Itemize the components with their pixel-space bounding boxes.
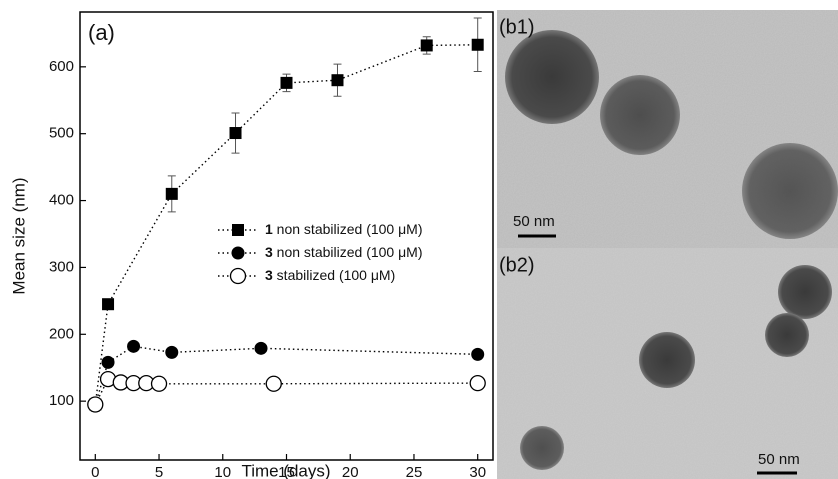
marker	[166, 188, 178, 200]
marker	[230, 127, 242, 139]
legend-text: non stabilized (100 μM)	[273, 221, 423, 237]
tem-image-b2	[497, 248, 838, 479]
marker	[232, 224, 244, 236]
marker	[165, 346, 178, 359]
marker	[470, 376, 485, 391]
legend-label: 1 non stabilized (100 μM)	[265, 221, 423, 237]
legend-number: 1	[265, 221, 273, 237]
marker	[102, 298, 114, 310]
y-tick-label: 100	[49, 392, 74, 409]
series-line	[95, 346, 477, 404]
marker	[88, 397, 103, 412]
marker	[281, 77, 293, 89]
y-tick-label: 300	[49, 258, 74, 275]
legend-text: stabilized (100 μM)	[273, 267, 395, 283]
marker	[471, 348, 484, 361]
scale-bar-label: 50 nm	[758, 451, 800, 468]
x-tick-label: 30	[469, 464, 486, 479]
legend-number: 3	[265, 244, 273, 260]
panel-label: (b2)	[499, 254, 535, 276]
y-tick-label: 400	[49, 192, 74, 209]
marker	[472, 39, 484, 51]
y-tick-label: 200	[49, 325, 74, 342]
x-tick-label: 5	[155, 464, 163, 479]
marker	[127, 340, 140, 353]
legend-text: non stabilized (100 μM)	[273, 244, 423, 260]
legend-label: 3 non stabilized (100 μM)	[265, 244, 423, 260]
figure: (b1) 50 nm (b2) 50 nm (a) Time (days) Me…	[0, 0, 838, 479]
marker	[331, 74, 343, 86]
marker	[255, 342, 268, 355]
x-tick-label: 15	[278, 464, 295, 479]
marker	[421, 39, 433, 51]
legend-label: 3 stabilized (100 μM)	[265, 267, 395, 283]
y-tick-label: 500	[49, 125, 74, 142]
scale-bar-label: 50 nm	[513, 213, 555, 230]
x-tick-label: 0	[91, 464, 99, 479]
x-tick-label: 10	[214, 464, 231, 479]
y-axis-label: Mean size (nm)	[9, 177, 28, 294]
x-tick-label: 20	[342, 464, 359, 479]
marker	[231, 269, 246, 284]
panel-label: (b1)	[499, 16, 535, 38]
y-tick-label: 600	[49, 58, 74, 75]
x-tick-label: 25	[406, 464, 423, 479]
marker	[152, 376, 167, 391]
legend-number: 3	[265, 267, 273, 283]
marker	[266, 376, 281, 391]
panel-label: (a)	[88, 20, 115, 45]
marker	[232, 247, 245, 260]
marker	[102, 356, 115, 369]
